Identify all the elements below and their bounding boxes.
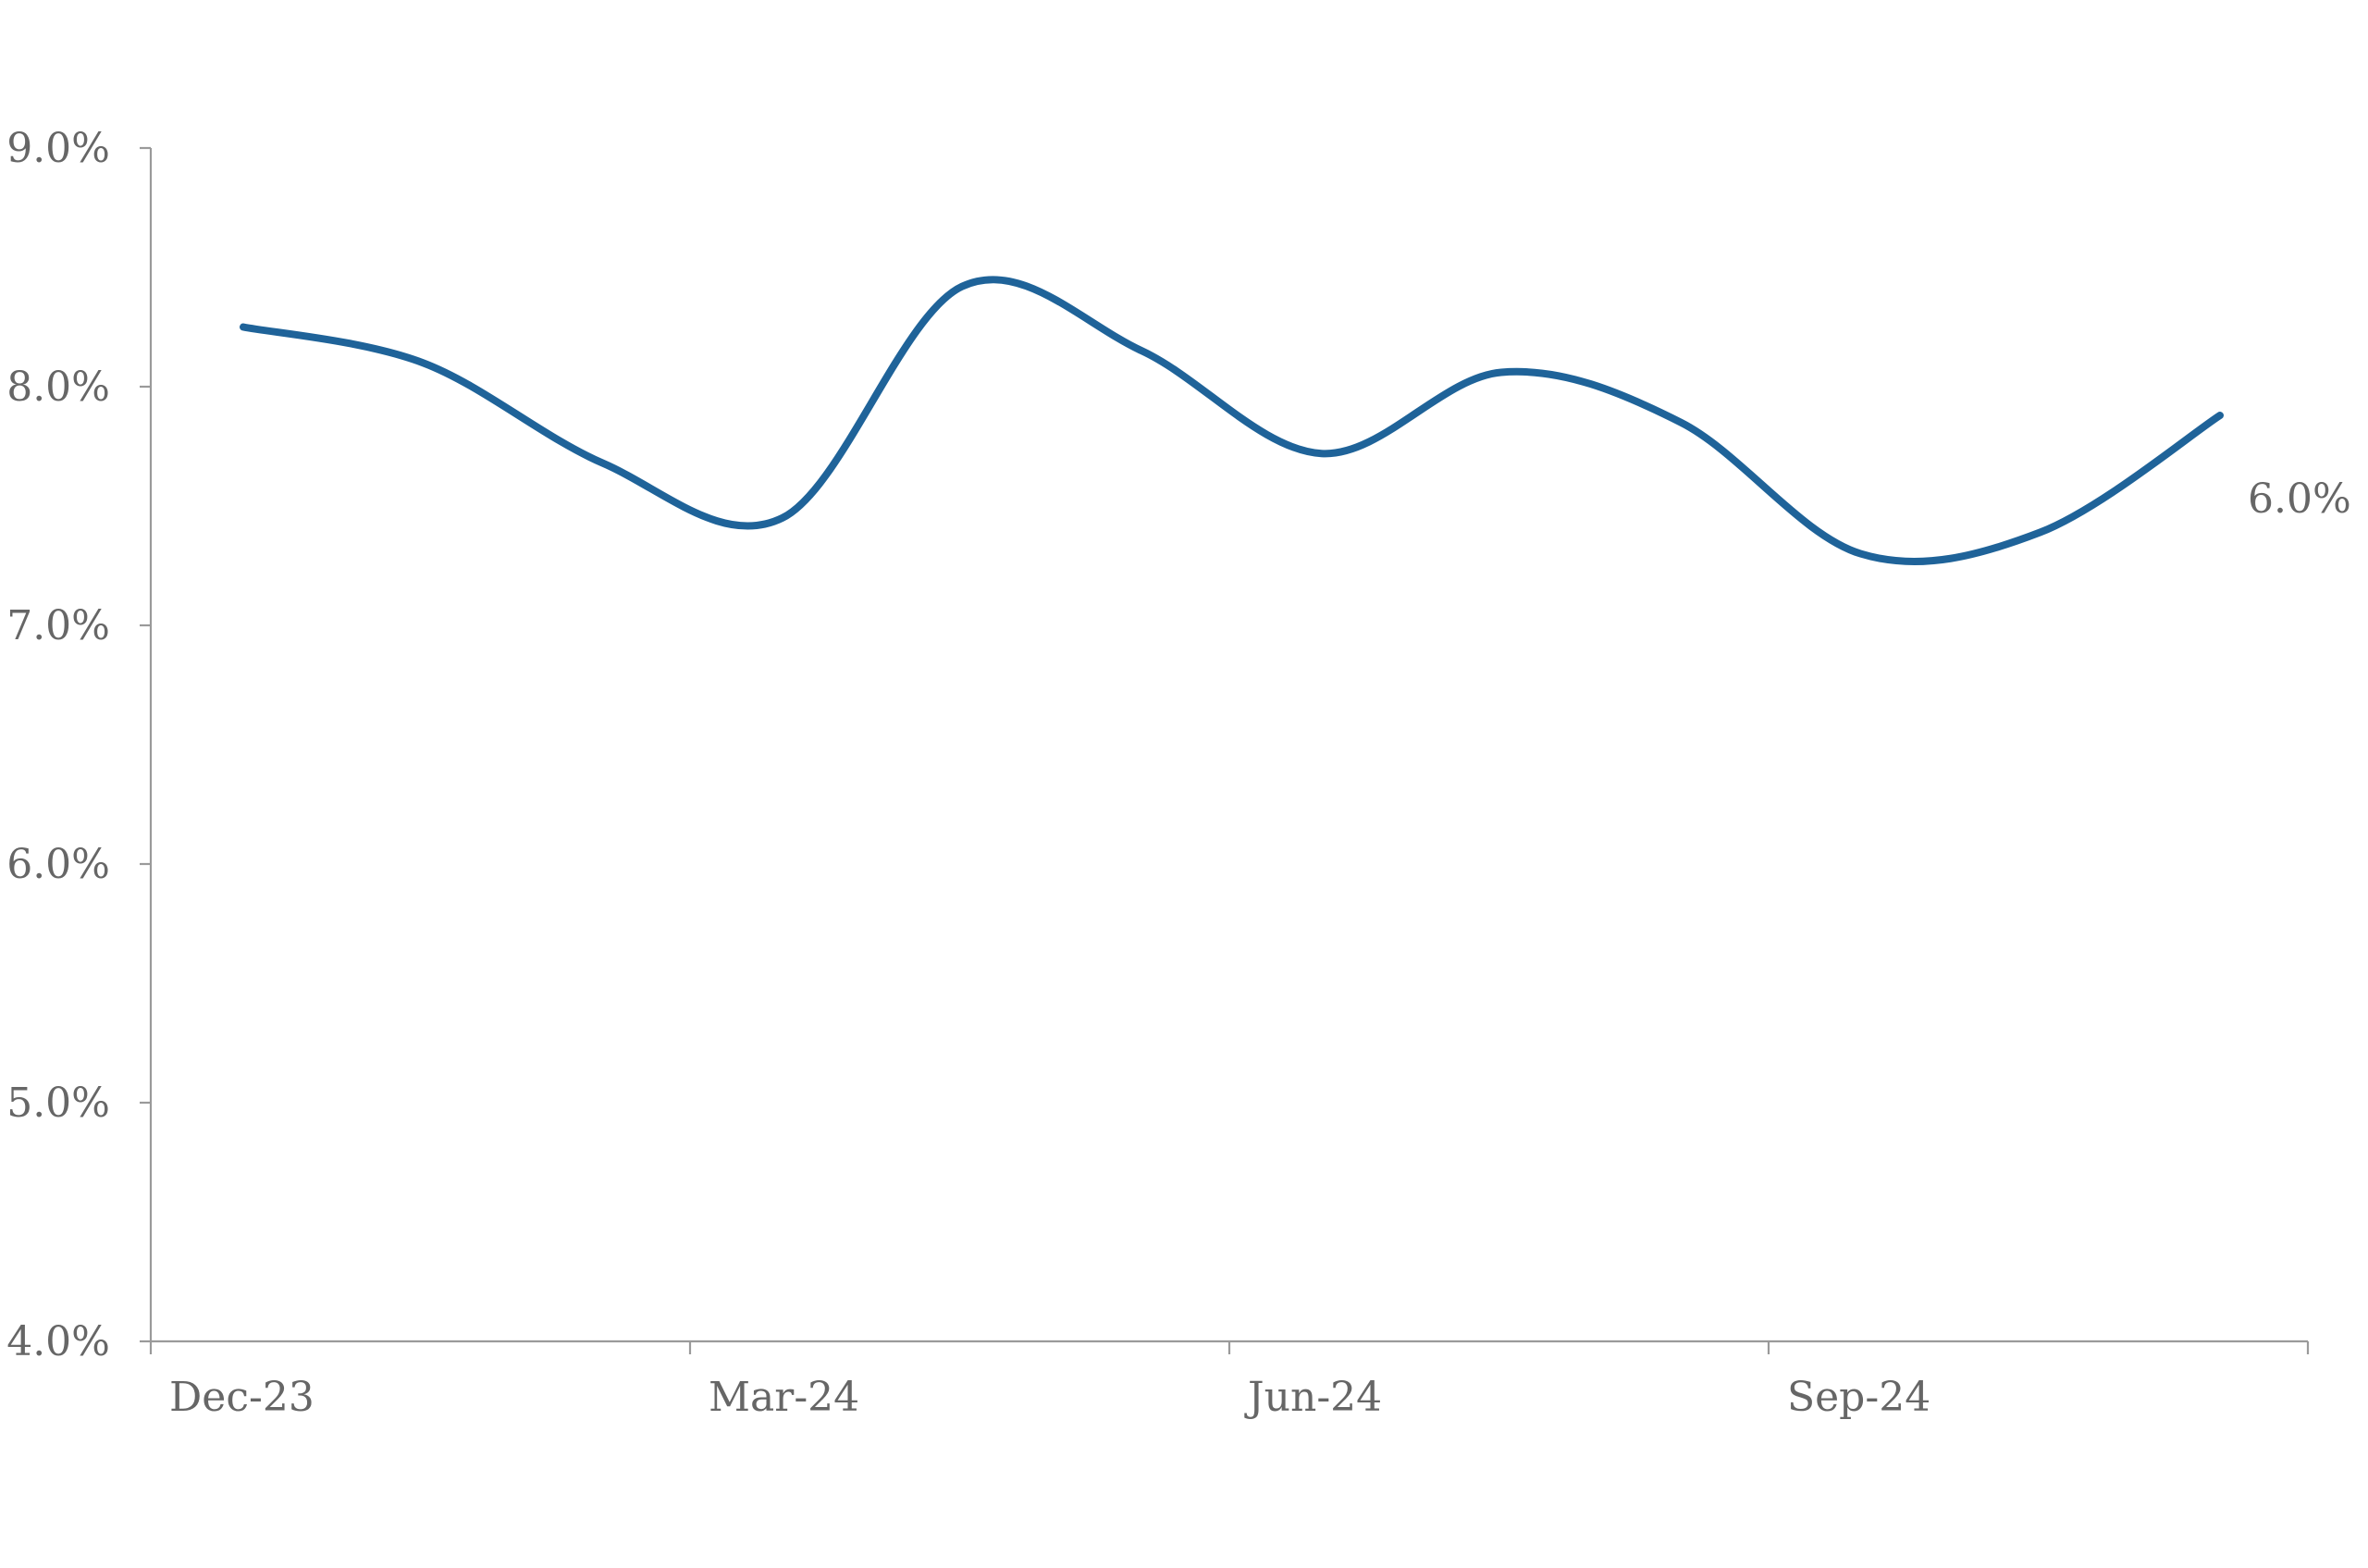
x-tick-label: Jun-24 (1244, 1374, 1382, 1421)
x-tick-label: Sep-24 (1787, 1374, 1930, 1421)
annotation-layer: 6.0% (2248, 475, 2351, 523)
x-axis: Dec-23 Mar-24 Jun-24 Sep-24 (149, 1340, 2310, 1421)
y-axis: 4.0% 5.0% 6.0% 7.0% 8.0% 9.0% (6, 125, 153, 1365)
x-tick-label: Mar-24 (709, 1374, 859, 1421)
y-tick-label: 9.0% (6, 125, 110, 172)
series-line-0 (240, 276, 2224, 565)
y-tick-label: 4.0% (6, 1318, 110, 1365)
y-tick-label: 8.0% (6, 364, 110, 411)
x-tick-label: Dec-23 (169, 1374, 314, 1421)
y-tick-label: 7.0% (6, 602, 110, 649)
y-tick-label: 5.0% (6, 1080, 110, 1127)
y-tick-label: 6.0% (6, 841, 110, 888)
series-layer (240, 276, 2224, 565)
end-value-annotation: 6.0% (2248, 475, 2351, 523)
